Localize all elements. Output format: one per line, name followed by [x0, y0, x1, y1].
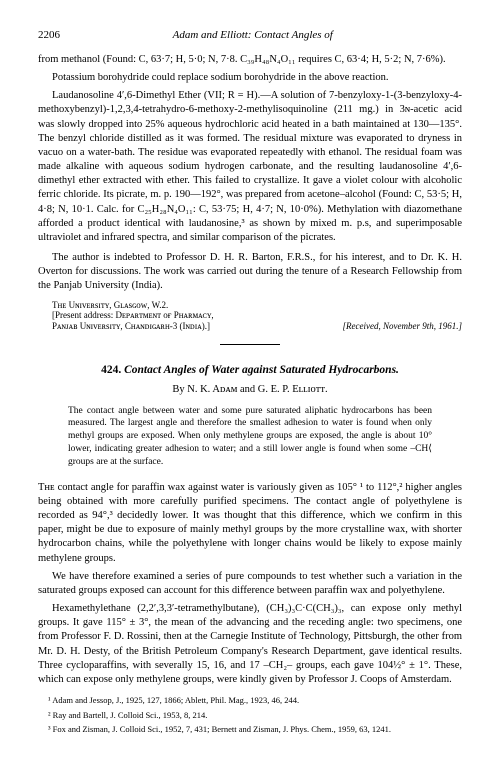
body-para-2: We have therefore examined a series of p…: [38, 570, 462, 598]
top-line-1: from methanol (Found: C, 63·7; H, 5·0; N…: [38, 53, 462, 67]
acknowledgment: The author is indebted to Professor D. H…: [38, 251, 462, 294]
footnote-2: ² Ray and Bartell, J. Colloid Sci., 1953…: [38, 710, 462, 721]
affiliation-block: Tʜᴇ Uɴɪᴠᴇʀsɪᴛʏ, Gʟᴀsɢᴏᴡ, W.2. [Present a…: [52, 300, 462, 332]
footnotes: ¹ Adam and Jessop, J., 1925, 127, 1866; …: [38, 695, 462, 735]
body-para-1: Tʜᴇ contact angle for paraffin wax again…: [38, 481, 462, 566]
section-divider: [220, 344, 280, 345]
page-number: 2206: [38, 28, 60, 43]
article-title: 424. Contact Angles of Water against Sat…: [38, 363, 462, 379]
body-para-3: Hexamethylethane (2,2′,3,3′-tetramethylb…: [38, 602, 462, 687]
affil-line-1: Tʜᴇ Uɴɪᴠᴇʀsɪᴛʏ, Gʟᴀsɢᴏᴡ, W.2.: [52, 300, 462, 311]
header-spacer: [446, 28, 463, 43]
footnote-3: ³ Fox and Zisman, J. Colloid Sci., 1952,…: [38, 724, 462, 735]
top-line-2: Potassium borohydride could replace sodi…: [38, 71, 462, 85]
article-title-text: Contact Angles of Water against Saturate…: [124, 364, 399, 376]
article-abstract: The contact angle between water and some…: [68, 405, 432, 469]
affil-line-2b: Pᴀɴᴊᴀʙ Uɴɪᴠᴇʀsɪᴛʏ, Cʜᴀɴᴅɪɢᴀʀʜ-3 (Iɴᴅɪᴀ).…: [52, 321, 210, 332]
affil-line-2a: [Present address: Dᴇᴘᴀʀᴛᴍᴇɴᴛ ᴏғ Pʜᴀʀᴍᴀᴄʏ…: [52, 310, 462, 321]
page-header: 2206 Adam and Elliott: Contact Angles of: [38, 28, 462, 43]
top-para-1: Laudanosoline 4′,6-Dimethyl Ether (VII; …: [38, 89, 462, 245]
article-number: 424.: [101, 364, 121, 376]
running-title: Adam and Elliott: Contact Angles of: [60, 28, 446, 43]
article-authors: By N. K. Aᴅᴀᴍ and G. E. P. Eʟʟɪᴏᴛᴛ.: [38, 383, 462, 397]
received-date: [Received, November 9th, 1961.]: [343, 321, 462, 332]
footnote-1: ¹ Adam and Jessop, J., 1925, 127, 1866; …: [38, 695, 462, 706]
